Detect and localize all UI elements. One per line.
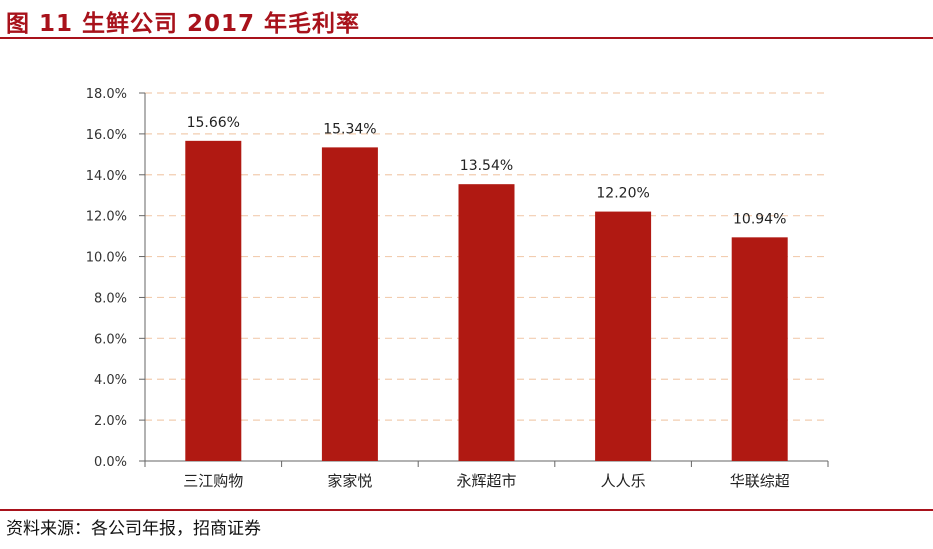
source-rule bbox=[0, 509, 933, 511]
category-label: 三江购物 bbox=[183, 472, 243, 490]
bar bbox=[731, 237, 788, 461]
figure-title: 图 11 生鲜公司 2017 年毛利率 bbox=[6, 11, 361, 37]
y-tick-label: 2.0% bbox=[94, 414, 127, 429]
bar bbox=[321, 147, 378, 462]
category-label: 人人乐 bbox=[601, 472, 646, 490]
category-label: 华联综超 bbox=[730, 472, 790, 490]
grid-lines bbox=[145, 92, 828, 421]
y-tick-label: 14.0% bbox=[86, 169, 127, 184]
y-tick-label: 6.0% bbox=[94, 332, 127, 347]
y-tick-label: 4.0% bbox=[94, 373, 127, 388]
category-label: 永辉超市 bbox=[456, 472, 516, 490]
bar bbox=[595, 211, 652, 461]
y-tick-label: 12.0% bbox=[86, 210, 127, 225]
y-tick-label: 16.0% bbox=[86, 128, 127, 143]
y-tick-label: 10.0% bbox=[86, 251, 127, 266]
labels: 0.0% 2.0% 4.0% 6.0% 8.0% 10.0% 12.0% 14.0% 16.0%… bbox=[86, 87, 790, 490]
title-rule bbox=[0, 37, 933, 39]
data-label: 13.54% bbox=[460, 158, 513, 174]
y-tick-label: 0.0% bbox=[94, 455, 127, 470]
bar bbox=[458, 184, 515, 461]
data-label: 12.20% bbox=[596, 186, 649, 202]
source-note: 资料来源：各公司年报，招商证券 bbox=[6, 519, 261, 539]
data-label: 15.66% bbox=[187, 115, 240, 131]
y-tick-label: 8.0% bbox=[94, 291, 127, 306]
bar bbox=[185, 140, 242, 461]
bars bbox=[185, 140, 788, 462]
data-label: 15.34% bbox=[323, 121, 376, 137]
category-label: 家家悦 bbox=[327, 472, 372, 490]
y-tick-label: 18.0% bbox=[86, 87, 127, 102]
data-label: 10.94% bbox=[733, 211, 786, 227]
